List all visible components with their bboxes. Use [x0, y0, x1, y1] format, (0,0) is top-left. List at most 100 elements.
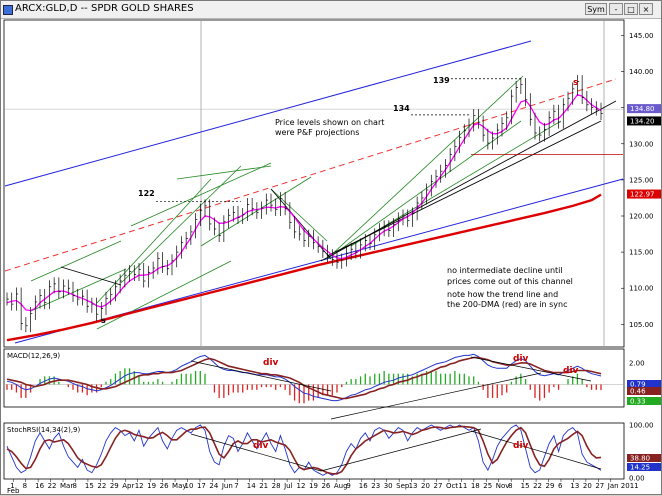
x-axis-tick-label: 22: [533, 482, 542, 490]
x-axis-tick-label: 26: [321, 482, 330, 490]
stoch-panel-label: StochRSI(14,34(2),9): [7, 426, 80, 434]
green-channel-line: [96, 178, 212, 304]
macd-badge-label: 0.33: [630, 398, 646, 406]
x-axis-tick-label: 29: [546, 482, 555, 490]
price-y-tick-label: 115.00: [629, 249, 654, 257]
price-y-tick-label: 130.00: [629, 140, 654, 148]
x-axis-tick-label: 27: [433, 482, 442, 490]
x-axis-tick-label: 8: [23, 482, 27, 490]
stoch-badge-label: 38.80: [630, 455, 650, 463]
green-channel-line: [30, 240, 122, 282]
x-axis-tick-label: 9: [346, 482, 350, 490]
stoch-badge-bg: [627, 454, 661, 462]
window-titlebar: ARCX:GLD,D -- SPDR GOLD SHARES Sym - □ ×: [1, 1, 661, 19]
x-axis-tick-label: 8: [72, 482, 76, 490]
x-axis-tick-label: 18: [471, 482, 480, 490]
green-channel-line: [326, 75, 524, 260]
x-axis-tick-label: 19: [309, 482, 318, 490]
x-axis-tick-label: Jan 2011: [607, 482, 639, 490]
symbol-button[interactable]: Sym: [585, 3, 607, 15]
x-axis-tick-label: Aug: [334, 482, 348, 490]
x-axis-tick-label: 10: [185, 482, 194, 490]
minimize-button[interactable]: -: [609, 3, 623, 15]
close-button[interactable]: ×: [639, 3, 653, 15]
x-axis-tick-label: Mar: [60, 482, 73, 490]
x-axis-tick-label: 20: [421, 482, 430, 490]
macd-badge-bg: [627, 397, 661, 405]
x-axis-tick-label: 11: [458, 482, 467, 490]
level-139-label: 139: [433, 76, 450, 85]
x-axis-tick-label: 25: [483, 482, 492, 490]
price-badge-bg: [627, 104, 661, 114]
price-y-tick-label: 145.00: [629, 32, 654, 40]
black-trend-line-2: [326, 120, 602, 257]
x-axis-tick-label: 7: [234, 482, 238, 490]
macd-div-label-3: div: [563, 366, 579, 376]
x-axis-tick-label: 22: [48, 482, 57, 490]
s-left-label: s: [101, 316, 106, 325]
x-axis-tick-label: 23: [371, 482, 380, 490]
x-axis-tick-label: 21: [259, 482, 268, 490]
x-axis-tick-label: 22: [97, 482, 106, 490]
window-title: ARCX:GLD,D -- SPDR GOLD SHARES: [15, 3, 194, 14]
x-axis-tick-label: 28: [272, 482, 281, 490]
macd-y-tick-label: 2.00: [629, 359, 645, 367]
price-badge-bg: [627, 116, 661, 126]
x-axis-tick-label: Apr: [122, 482, 134, 490]
x-axis-tick-label: 6: [558, 482, 563, 490]
green-channel-line: [96, 260, 232, 330]
stoch-divergence-line: [470, 430, 602, 470]
price-badge-bg: [627, 189, 661, 199]
projection-note-line2: were P&F projections: [275, 128, 359, 137]
x-axis-tick-label: Sep: [396, 482, 410, 490]
macd-panel-label: MACD(12,26,9): [7, 352, 60, 360]
x-axis-tick-label: 17: [197, 482, 206, 490]
x-axis-tick-label: Jul: [283, 482, 293, 490]
stoch-y-tick-label: 0.00: [629, 475, 645, 483]
green-channel-line: [326, 120, 522, 260]
green-channel-line: [130, 162, 272, 227]
macd-divergence-line: [330, 372, 542, 420]
s-right-label: s: [573, 78, 578, 88]
x-axis-tick-label: 15: [521, 482, 530, 490]
x-axis-tick-label: 30: [384, 482, 393, 490]
x-axis-tick-label: Jun: [221, 482, 233, 490]
red-dashed-trend-line: [4, 78, 617, 272]
x-axis-tick-label: 27: [595, 482, 604, 490]
price-panel-frame: [3, 19, 625, 348]
maximize-button[interactable]: □: [624, 3, 638, 15]
price-y-tick-label: 140.00: [629, 68, 654, 76]
x-axis-first-label: Feb: [7, 487, 20, 495]
x-axis-tick-label: 26: [160, 482, 169, 490]
green-channel-line: [350, 120, 562, 247]
x-axis-tick-label: 29: [110, 482, 119, 490]
x-axis-tick-label: 19: [147, 482, 156, 490]
x-axis-tick-label: Nov: [496, 482, 510, 490]
macd-badge-bg: [627, 380, 661, 388]
macd-series-line: [6, 353, 602, 402]
x-axis-tick-label: 12: [297, 482, 306, 490]
stoch-badge-bg: [627, 463, 661, 471]
price-y-tick-label: 105.00: [629, 321, 654, 329]
x-axis-tick-label: 14: [247, 482, 256, 490]
green-channel-line: [176, 165, 272, 180]
x-axis-tick-label: 12: [135, 482, 144, 490]
price-badge-label: 134.20: [630, 117, 655, 125]
stoch-y-tick-label: 100.00: [629, 422, 654, 430]
x-axis-tick-label: Oct: [446, 482, 458, 490]
macd-divergence-line: [190, 360, 332, 392]
projection-note-line1: Price levels shown on chart: [275, 118, 384, 127]
channel-note-line1: no intermediate decline until: [447, 266, 563, 275]
macd-badge-bg: [627, 387, 661, 395]
price-y-tick-label: 120.00: [629, 213, 654, 221]
stoch-slow-series-line: [6, 425, 602, 475]
x-axis-tick-label: 15: [85, 482, 94, 490]
macd-divergence-line: [470, 356, 592, 382]
channel-note-line2: prices come out of this channel: [447, 277, 573, 286]
price-y-tick-label: 110.00: [629, 285, 654, 293]
window-menu-icon[interactable]: [3, 5, 13, 15]
ma200-series-line: [6, 193, 602, 342]
x-axis-tick-label: 13: [409, 482, 418, 490]
x-axis-tick-label: 13: [570, 482, 579, 490]
